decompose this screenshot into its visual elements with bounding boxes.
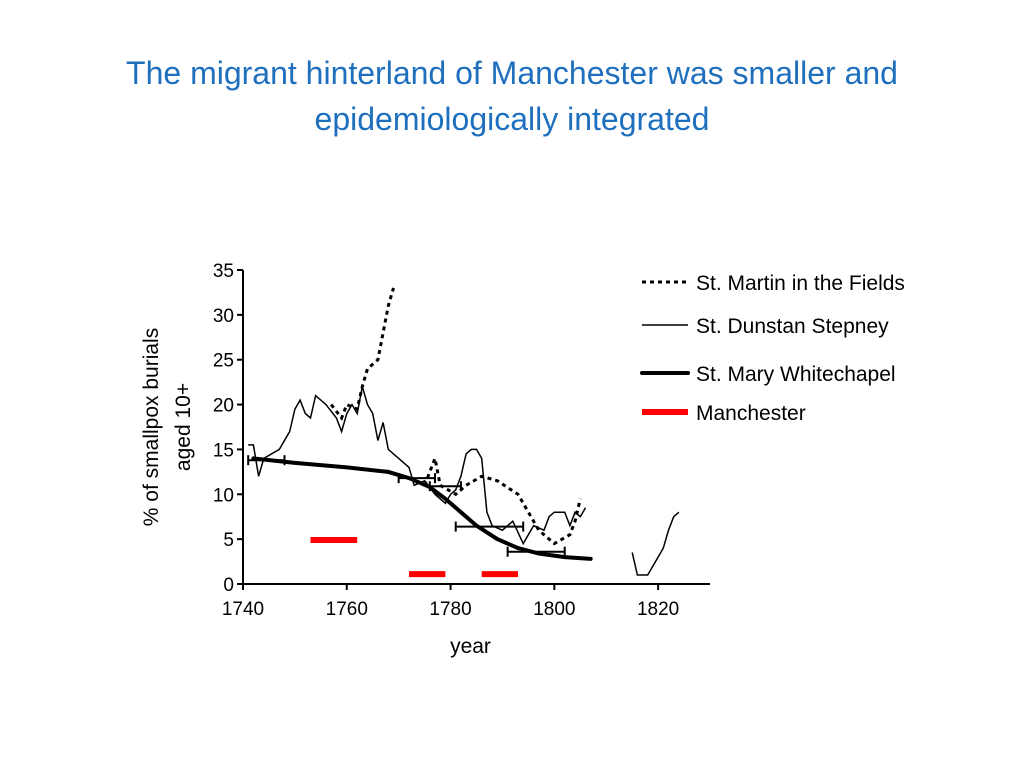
- x-tick-label: 1780: [429, 599, 471, 620]
- x-axis-label: year: [450, 635, 491, 658]
- y-axis-label-line2: aged 10+: [172, 383, 195, 471]
- legend-label-manchester: Manchester: [696, 402, 806, 425]
- x-tick-label: 1760: [326, 599, 368, 620]
- legend-label-st-dunstan-stepney: St. Dunstan Stepney: [696, 315, 889, 338]
- slide-title-line1: The migrant hinterland of Manchester was…: [126, 55, 898, 91]
- y-tick-label: 15: [213, 440, 234, 461]
- y-tick-label: 25: [213, 351, 234, 372]
- y-tick-label: 20: [213, 396, 234, 417]
- y-tick-label: 35: [213, 261, 234, 282]
- y-axis-label-line1: % of smallpox burials: [140, 328, 163, 526]
- x-tick-label: 1820: [637, 599, 679, 620]
- x-tick-label: 1800: [533, 599, 575, 620]
- series-line-st-mary-whitechapel: [251, 456, 593, 561]
- slide-title-line2: epidemiologically integrated: [314, 101, 710, 137]
- series-line-st-dunstan-stepney: [248, 386, 587, 546]
- y-tick-label: 5: [223, 530, 234, 551]
- series-line-st-dunstan-stepney: [631, 511, 680, 576]
- y-tick-label: 0: [223, 575, 234, 596]
- slide-title: The migrant hinterland of Manchester was…: [40, 50, 984, 142]
- y-tick-label: 30: [213, 306, 234, 327]
- y-tick-label: 10: [213, 485, 234, 506]
- legend-label-st-martin-in-the-fields: St. Martin in the Fields: [696, 272, 905, 295]
- x-tick-label: 1740: [222, 599, 264, 620]
- legend-label-st-mary-whitechapel: St. Mary Whitechapel: [696, 363, 896, 386]
- series-line-st-martin-in-the-fields: [330, 287, 395, 422]
